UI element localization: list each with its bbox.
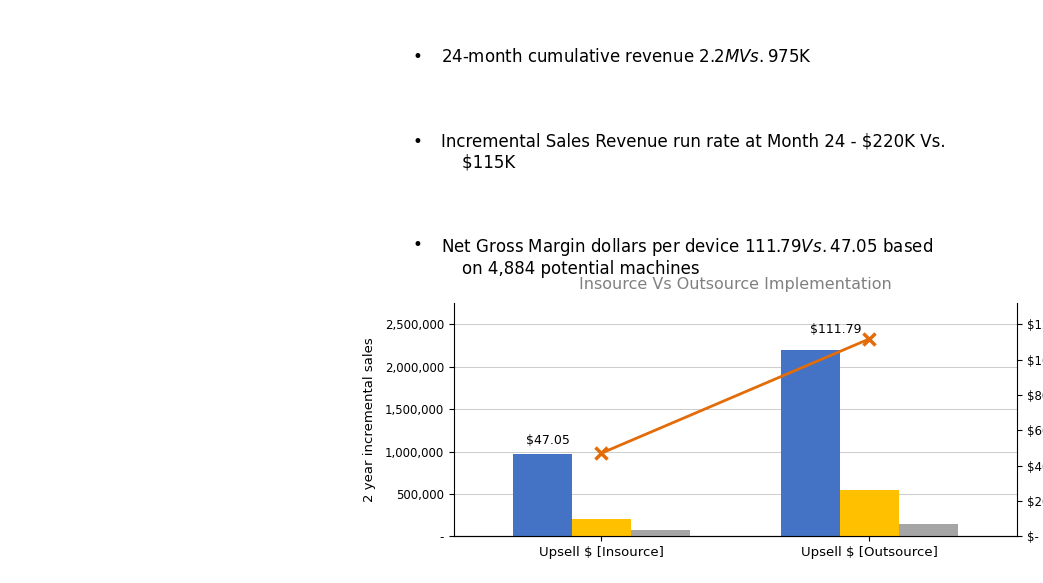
Y-axis label: 2 year incremental sales: 2 year incremental sales (363, 338, 377, 502)
Text: Incremental Sales Revenue run rate at Month 24 - $220K Vs.
    $115K: Incremental Sales Revenue run rate at Mo… (441, 133, 946, 172)
Bar (513, 454, 572, 536)
Text: •: • (412, 48, 422, 66)
Bar (572, 519, 631, 536)
Bar (631, 530, 689, 536)
Text: •: • (412, 236, 422, 254)
Bar (781, 350, 840, 536)
Bar (840, 490, 899, 536)
Text: Comparing
Insource Vs.
Outsource: Comparing Insource Vs. Outsource (48, 267, 301, 409)
Text: Net Gross Margin dollars per device $111.79 Vs. $47.05 based
    on 4,884 potent: Net Gross Margin dollars per device $111… (441, 236, 933, 278)
Title: Insource Vs Outsource Implementation: Insource Vs Outsource Implementation (579, 278, 892, 292)
Text: 24-month cumulative revenue $2.2M Vs. $975K: 24-month cumulative revenue $2.2M Vs. $9… (441, 48, 812, 66)
Text: $47.05: $47.05 (526, 434, 569, 447)
Bar (899, 524, 957, 536)
Text: •: • (412, 133, 422, 151)
Text: $111.79: $111.79 (810, 322, 862, 336)
